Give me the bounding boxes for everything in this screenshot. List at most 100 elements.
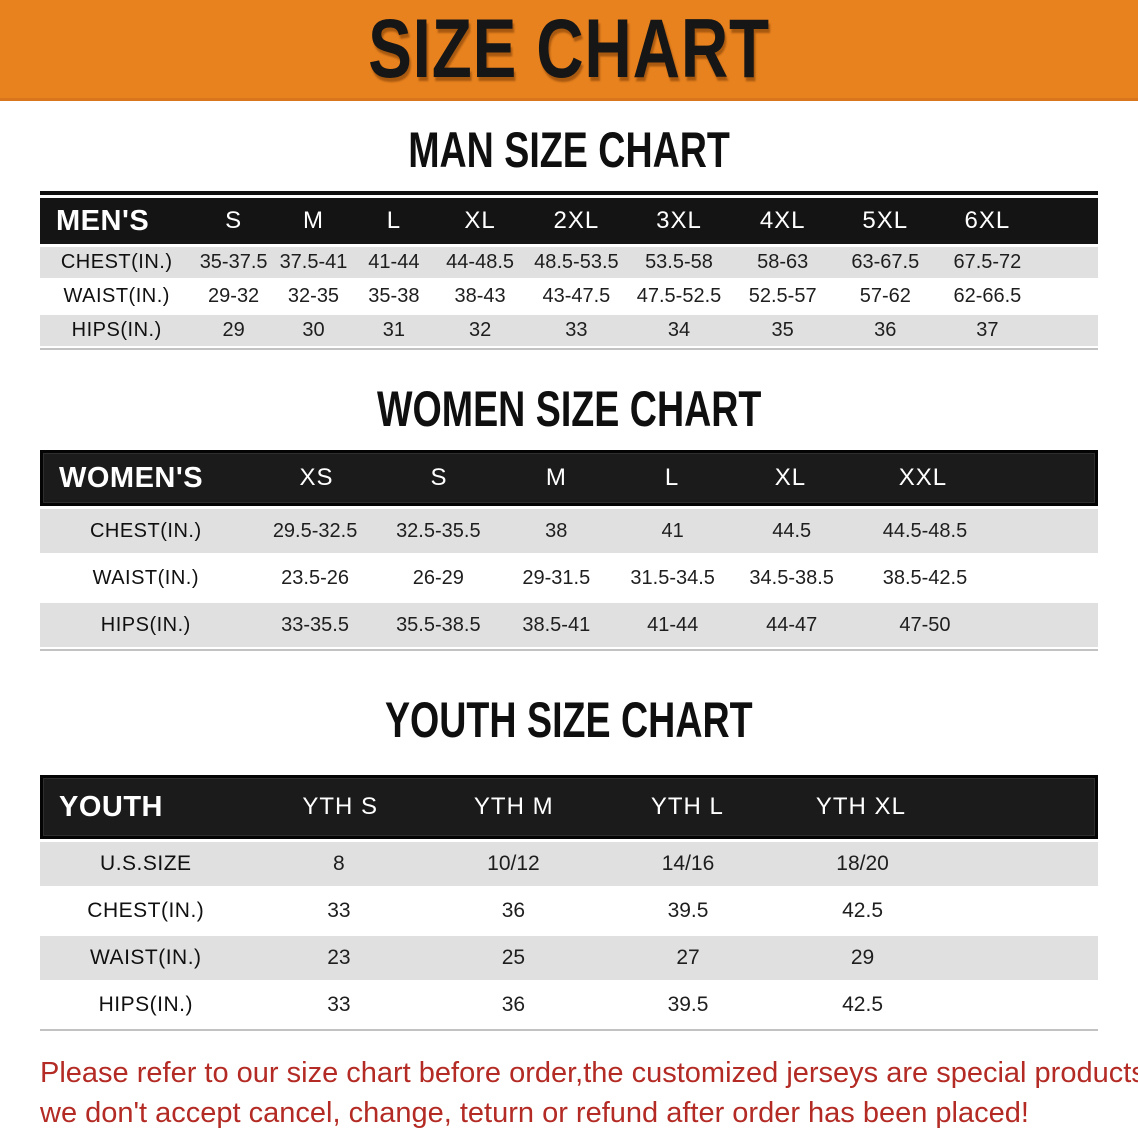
size-column-header: L: [664, 464, 680, 491]
size-column-header: YTH M: [473, 793, 554, 820]
row-label: HIPS(IN.): [100, 613, 191, 636]
size-value: 26-29: [412, 566, 464, 589]
size-chart-banner: SIZE CHART: [0, 0, 1138, 101]
size-value: 35-38: [368, 285, 420, 307]
size-value: 36: [501, 899, 526, 922]
size-value: 43-47.5: [542, 285, 611, 307]
size-column-header: M: [545, 464, 567, 491]
size-value: 38-43: [454, 285, 506, 307]
women-size-table: WOMEN'S XS S M L XL XXL CHEST(IN.) 29.5-32.5 32.5…: [40, 450, 1098, 651]
youth-table-header-bar: YOUTH YTH S YTH M YTH L YTH XL: [40, 775, 1098, 839]
men-table-top-rule: [40, 191, 1098, 195]
men-row-waist: WAIST(IN.) 29-32 32-35 35-38 38-43 43-47.5 47.…: [40, 278, 1098, 312]
men-size-table: MEN'S S M L XL 2XL 3XL 4XL 5XL 6XL CHEST(IN.) 35-37…: [40, 191, 1098, 350]
size-value: 34: [667, 319, 691, 341]
men-table-corner-label: MEN'S: [56, 204, 150, 237]
size-value: 53.5-58: [645, 251, 713, 273]
youth-section-heading: YOUTH SIZE CHART: [385, 691, 753, 748]
men-row-hips: HIPS(IN.) 29 30 31 32 33 34 35 36 37: [40, 312, 1098, 346]
women-row-hips: HIPS(IN.) 33-35.5 35.5-38.5 38.5-41 41-44 44-…: [40, 600, 1098, 647]
order-policy-note: Please refer to our size chart before or…: [40, 1053, 1138, 1133]
size-value: 29-32: [208, 285, 260, 307]
size-value: 14/16: [661, 852, 715, 875]
size-value: 33-35.5: [281, 613, 349, 636]
size-value: 38.5-41: [522, 613, 591, 636]
size-value: 23: [327, 946, 351, 969]
size-column-header: 2XL: [553, 207, 600, 234]
row-label: CHEST(IN.): [89, 519, 202, 542]
size-column-header: 4XL: [759, 207, 806, 234]
youth-table-bottom-rule: [40, 1029, 1098, 1031]
size-value: 35: [771, 319, 794, 341]
size-value: 39.5: [667, 993, 709, 1016]
youth-row-us-size: U.S.SIZE 8 10/12 14/16 18/20: [40, 839, 1098, 886]
size-value: 27: [676, 946, 700, 969]
size-value: 25: [501, 946, 526, 969]
youth-table-corner-label: YOUTH: [59, 790, 163, 823]
size-value: 44.5: [772, 519, 812, 542]
size-value: 36: [501, 993, 526, 1016]
women-section-heading-wrap: WOMEN SIZE CHART: [0, 382, 1138, 435]
women-size-section: WOMEN SIZE CHART WOMEN'S XS S M L XL XXL CHEST(…: [0, 382, 1138, 651]
size-value: 44-48.5: [446, 251, 515, 273]
size-value: 41: [661, 519, 684, 542]
size-value: 35.5-38.5: [396, 613, 481, 636]
size-value: 44.5-48.5: [882, 519, 968, 542]
size-value: 37.5-41: [279, 251, 348, 273]
size-value: 41-44: [368, 251, 420, 273]
size-column-header: L: [386, 207, 402, 234]
size-column-header: 3XL: [656, 207, 702, 234]
men-size-section: MAN SIZE CHART MEN'S S M L XL 2XL 3XL 4XL 5XL 6XL…: [0, 121, 1138, 350]
youth-row-hips: HIPS(IN.) 33 36 39.5 42.5: [40, 980, 1098, 1027]
size-value: 29.5-32.5: [272, 519, 358, 542]
size-value: 29-31.5: [522, 566, 591, 589]
size-value: 42.5: [842, 993, 883, 1016]
size-value: 8: [333, 852, 345, 875]
size-column-header: XL: [774, 464, 807, 491]
size-value: 62-66.5: [953, 285, 1022, 307]
page-title: SIZE CHART: [368, 2, 770, 95]
size-value: 23.5-26: [281, 566, 349, 589]
size-column-header: M: [302, 207, 324, 234]
size-column-header: YTH L: [650, 793, 724, 820]
size-value: 67.5-72: [953, 251, 1022, 273]
row-label: WAIST(IN.): [90, 946, 202, 969]
size-value: 38: [545, 519, 568, 542]
men-section-heading: MAN SIZE CHART: [408, 121, 730, 178]
size-value: 31.5-34.5: [630, 566, 715, 589]
size-value: 38.5-42.5: [882, 566, 968, 589]
size-value: 10/12: [487, 852, 540, 875]
size-value: 48.5-53.5: [534, 251, 619, 273]
size-value: 37: [976, 319, 999, 341]
size-column-header: XS: [299, 464, 334, 491]
men-table-header-bar: MEN'S S M L XL 2XL 3XL 4XL 5XL 6XL: [40, 198, 1098, 244]
size-value: 29: [850, 946, 875, 969]
women-table-bottom-rule: [40, 649, 1098, 651]
size-value: 63-67.5: [851, 251, 920, 273]
size-value: 32-35: [287, 285, 340, 307]
size-value: 42.5: [842, 899, 883, 922]
size-column-header: 6XL: [964, 207, 1011, 234]
row-label: WAIST(IN.): [63, 285, 170, 307]
size-value: 57-62: [859, 285, 911, 307]
order-policy-note-line2: we don't accept cancel, change, teturn o…: [40, 1097, 1029, 1129]
size-value: 29: [222, 319, 245, 341]
size-column-header: S: [430, 464, 448, 491]
size-value: 18/20: [836, 852, 889, 875]
men-section-heading-wrap: MAN SIZE CHART: [0, 121, 1138, 178]
size-value: 36: [874, 319, 897, 341]
size-value: 35-37.5: [199, 251, 268, 273]
men-row-chest: CHEST(IN.) 35-37.5 37.5-41 41-44 44-48.5 48.5…: [40, 244, 1098, 278]
row-label: WAIST(IN.): [92, 566, 200, 589]
size-value: 32.5-35.5: [396, 519, 481, 542]
size-value: 52.5-57: [748, 285, 817, 307]
size-column-header: XL: [464, 207, 496, 234]
size-column-header: XXL: [898, 464, 948, 491]
size-value: 33: [327, 993, 351, 1016]
youth-section-heading-wrap: YOUTH SIZE CHART: [0, 691, 1138, 748]
women-row-chest: CHEST(IN.) 29.5-32.5 32.5-35.5 38 41 44.5 44.5…: [40, 506, 1098, 553]
size-value: 31: [382, 319, 405, 341]
youth-size-section: YOUTH SIZE CHART YOUTH YTH S YTH M YTH L YTH…: [0, 691, 1138, 1031]
row-label: U.S.SIZE: [100, 852, 192, 875]
size-value: 47-50: [899, 613, 951, 636]
